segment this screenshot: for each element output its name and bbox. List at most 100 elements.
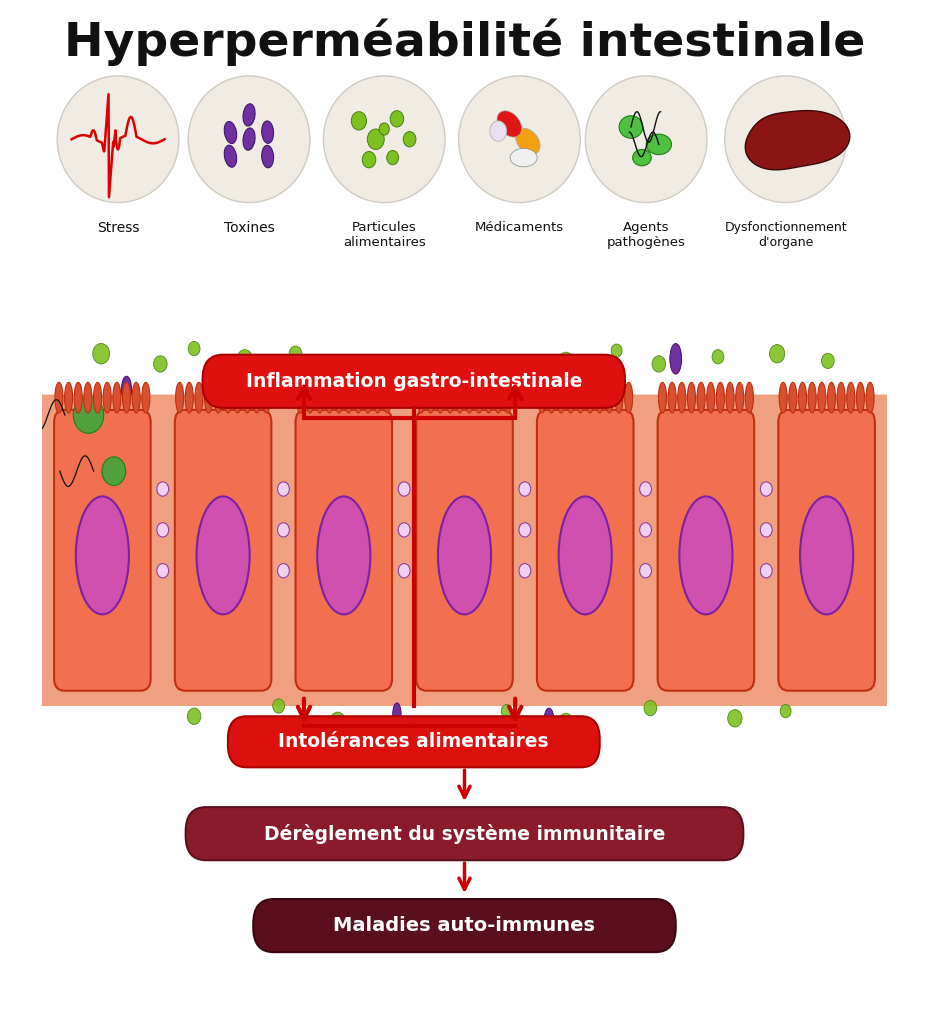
Ellipse shape [243,382,251,413]
Ellipse shape [262,145,273,168]
Circle shape [362,152,376,168]
Ellipse shape [58,76,179,203]
Ellipse shape [364,382,371,413]
Ellipse shape [437,497,491,614]
Ellipse shape [537,382,545,413]
FancyBboxPatch shape [174,410,271,691]
Text: Maladies auto-immunes: Maladies auto-immunes [333,916,595,935]
Circle shape [390,111,404,127]
Ellipse shape [658,382,665,413]
Ellipse shape [605,382,612,413]
Ellipse shape [489,121,506,141]
Circle shape [519,563,530,578]
Circle shape [277,563,289,578]
Ellipse shape [122,382,131,413]
Circle shape [379,123,389,135]
Ellipse shape [687,382,695,413]
Ellipse shape [503,382,511,413]
Ellipse shape [417,382,425,413]
Circle shape [501,705,511,718]
Circle shape [367,129,384,150]
Ellipse shape [724,76,845,203]
Ellipse shape [204,382,213,413]
Ellipse shape [195,382,202,413]
Ellipse shape [445,382,454,413]
Circle shape [398,563,409,578]
Ellipse shape [646,134,671,155]
Ellipse shape [614,382,623,413]
FancyBboxPatch shape [33,394,895,706]
Ellipse shape [185,382,193,413]
Ellipse shape [484,382,492,413]
Circle shape [277,522,289,537]
Ellipse shape [817,382,825,413]
Text: Inflammation gastro-intestinale: Inflammation gastro-intestinale [245,372,582,391]
Circle shape [187,708,200,724]
Ellipse shape [325,382,333,413]
Circle shape [351,112,366,130]
FancyBboxPatch shape [416,410,512,691]
Circle shape [237,349,252,368]
Ellipse shape [624,382,632,413]
Circle shape [403,132,416,146]
Circle shape [643,700,656,716]
Ellipse shape [543,708,553,734]
Circle shape [398,482,409,497]
Ellipse shape [94,382,101,413]
Circle shape [273,699,284,713]
Ellipse shape [797,382,806,413]
Circle shape [102,457,125,485]
Circle shape [759,563,771,578]
Ellipse shape [726,382,733,413]
Polygon shape [744,111,849,170]
Ellipse shape [426,382,434,413]
Circle shape [651,355,664,372]
Circle shape [157,522,169,537]
Circle shape [780,705,791,718]
Ellipse shape [188,76,310,203]
Ellipse shape [224,382,232,413]
FancyBboxPatch shape [295,410,392,691]
Ellipse shape [735,382,743,413]
Ellipse shape [103,382,111,413]
Ellipse shape [64,382,72,413]
Ellipse shape [595,382,603,413]
Ellipse shape [74,382,83,413]
Ellipse shape [233,382,241,413]
Ellipse shape [799,497,852,614]
Circle shape [289,346,302,361]
Circle shape [277,482,289,497]
Ellipse shape [696,382,704,413]
Ellipse shape [557,382,564,413]
Ellipse shape [224,122,237,143]
Ellipse shape [788,382,796,413]
Ellipse shape [393,702,401,725]
Circle shape [73,396,104,433]
FancyBboxPatch shape [54,410,150,691]
Ellipse shape [706,382,714,413]
Ellipse shape [252,382,261,413]
Circle shape [188,341,200,355]
Text: Dysfonctionnement
d'organe: Dysfonctionnement d'organe [724,221,846,249]
Circle shape [153,355,167,372]
Circle shape [820,353,833,369]
FancyBboxPatch shape [778,410,874,691]
Ellipse shape [515,128,539,155]
Ellipse shape [55,382,63,413]
Ellipse shape [224,145,237,167]
Ellipse shape [316,497,370,614]
Text: Stress: Stress [97,221,139,234]
Ellipse shape [214,382,222,413]
Ellipse shape [474,382,483,413]
Ellipse shape [575,382,584,413]
Ellipse shape [84,382,92,413]
Ellipse shape [586,382,593,413]
Ellipse shape [547,382,555,413]
Circle shape [611,344,622,357]
Ellipse shape [455,382,463,413]
Circle shape [559,713,572,729]
Ellipse shape [305,382,314,413]
Ellipse shape [296,382,304,413]
Circle shape [157,563,169,578]
Ellipse shape [744,382,753,413]
